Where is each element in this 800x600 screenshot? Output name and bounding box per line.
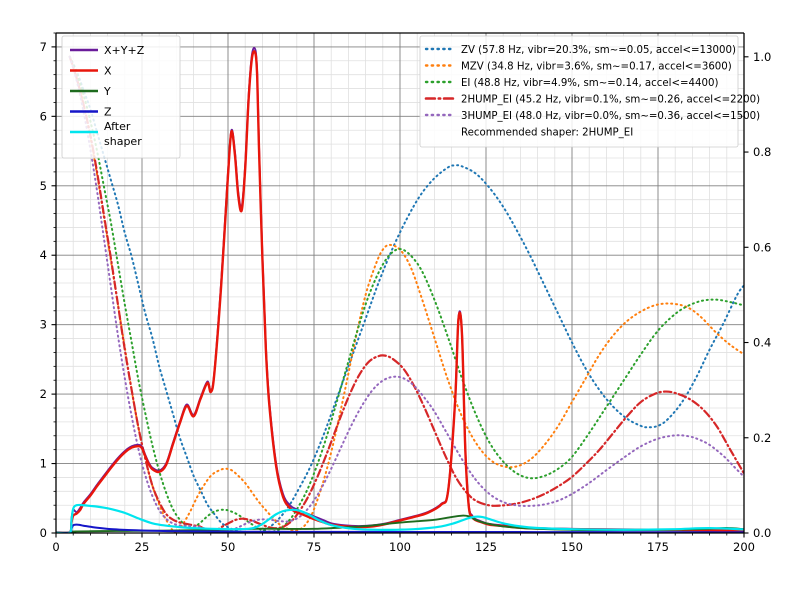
legend-right-label: ZV (57.8 Hz, vibr=20.3%, sm~=0.05, accel… [461,45,736,56]
psd-curve-after-shaper [56,503,744,533]
y-tick-label: 3 [40,318,47,332]
x-tick-label: 150 [561,540,583,554]
shaper-curve-3hump_ei [68,55,744,533]
legend-left-box [61,35,181,159]
y2-tick-label: 0.6 [753,240,771,254]
psd-curve-x [56,50,744,533]
legend-right-label: 3HUMP_EI (48.0 Hz, vibr=0.0%, sm~=0.36, … [461,111,760,122]
x-tick-label: 25 [135,540,150,554]
y-tick-label: 4 [40,248,47,262]
legend-right-label: EI (48.8 Hz, vibr=4.9%, sm~=0.14, accel<… [461,78,718,89]
x-tick-label: 100 [389,540,411,554]
legend-left-label: shaper [104,135,142,148]
legend-right-box [419,35,739,148]
series-layer [56,47,744,533]
x-tick-label: 50 [221,540,236,554]
y-tick-label: 0 [40,526,47,540]
y2-tick-label: 0.2 [753,431,771,445]
legend-left-label: After [104,120,131,133]
y2-tick-label: 0.4 [753,336,771,350]
axis-ticks: 0 25 50 75 100 125 150 175 200 0 1 2 3 4 5 6 7 0.0 0.2 0.4 0… [40,32,771,554]
y2-tick-label: 0.8 [753,145,771,159]
shaper-curve-mzv [68,55,744,533]
y2-tick-label: 1.0 [753,50,771,64]
legend-left-label: X+Y+Z [104,44,145,57]
legend-right-label: MZV (34.8 Hz, vibr=3.6%, sm~=0.17, accel… [461,61,732,72]
y-tick-label: 1 [40,457,47,471]
y-tick-label: 2 [40,387,47,401]
x-tick-label: 125 [475,540,497,554]
x-tick-label: 75 [307,540,322,554]
x-tick-label: 200 [733,540,755,554]
legend-right-label: 2HUMP_EI (45.2 Hz, vibr=0.1%, sm~=0.26, … [461,94,760,105]
legend-right: ZV (57.8 Hz, vibr=20.3%, sm~=0.05, accel… [419,35,760,148]
shaper-curve-zv [68,55,744,533]
y-tick-label: 6 [40,109,47,123]
legend-left-label: X [104,65,112,78]
shaper-curve-2hump_ei [68,55,744,533]
psd-curve-z [56,523,744,533]
legend-left-label: Z [104,106,112,119]
legend-left-label: Y [103,85,111,98]
y-tick-label: 7 [40,40,47,54]
y2-tick-label: 0.0 [753,526,771,540]
x-tick-label: 0 [52,540,59,554]
shaper-curve-ei [68,55,744,533]
recommended-shaper-label: Recommended shaper: 2HUMP_EI [461,127,633,138]
x-tick-label: 175 [647,540,669,554]
y-tick-label: 5 [40,179,47,193]
